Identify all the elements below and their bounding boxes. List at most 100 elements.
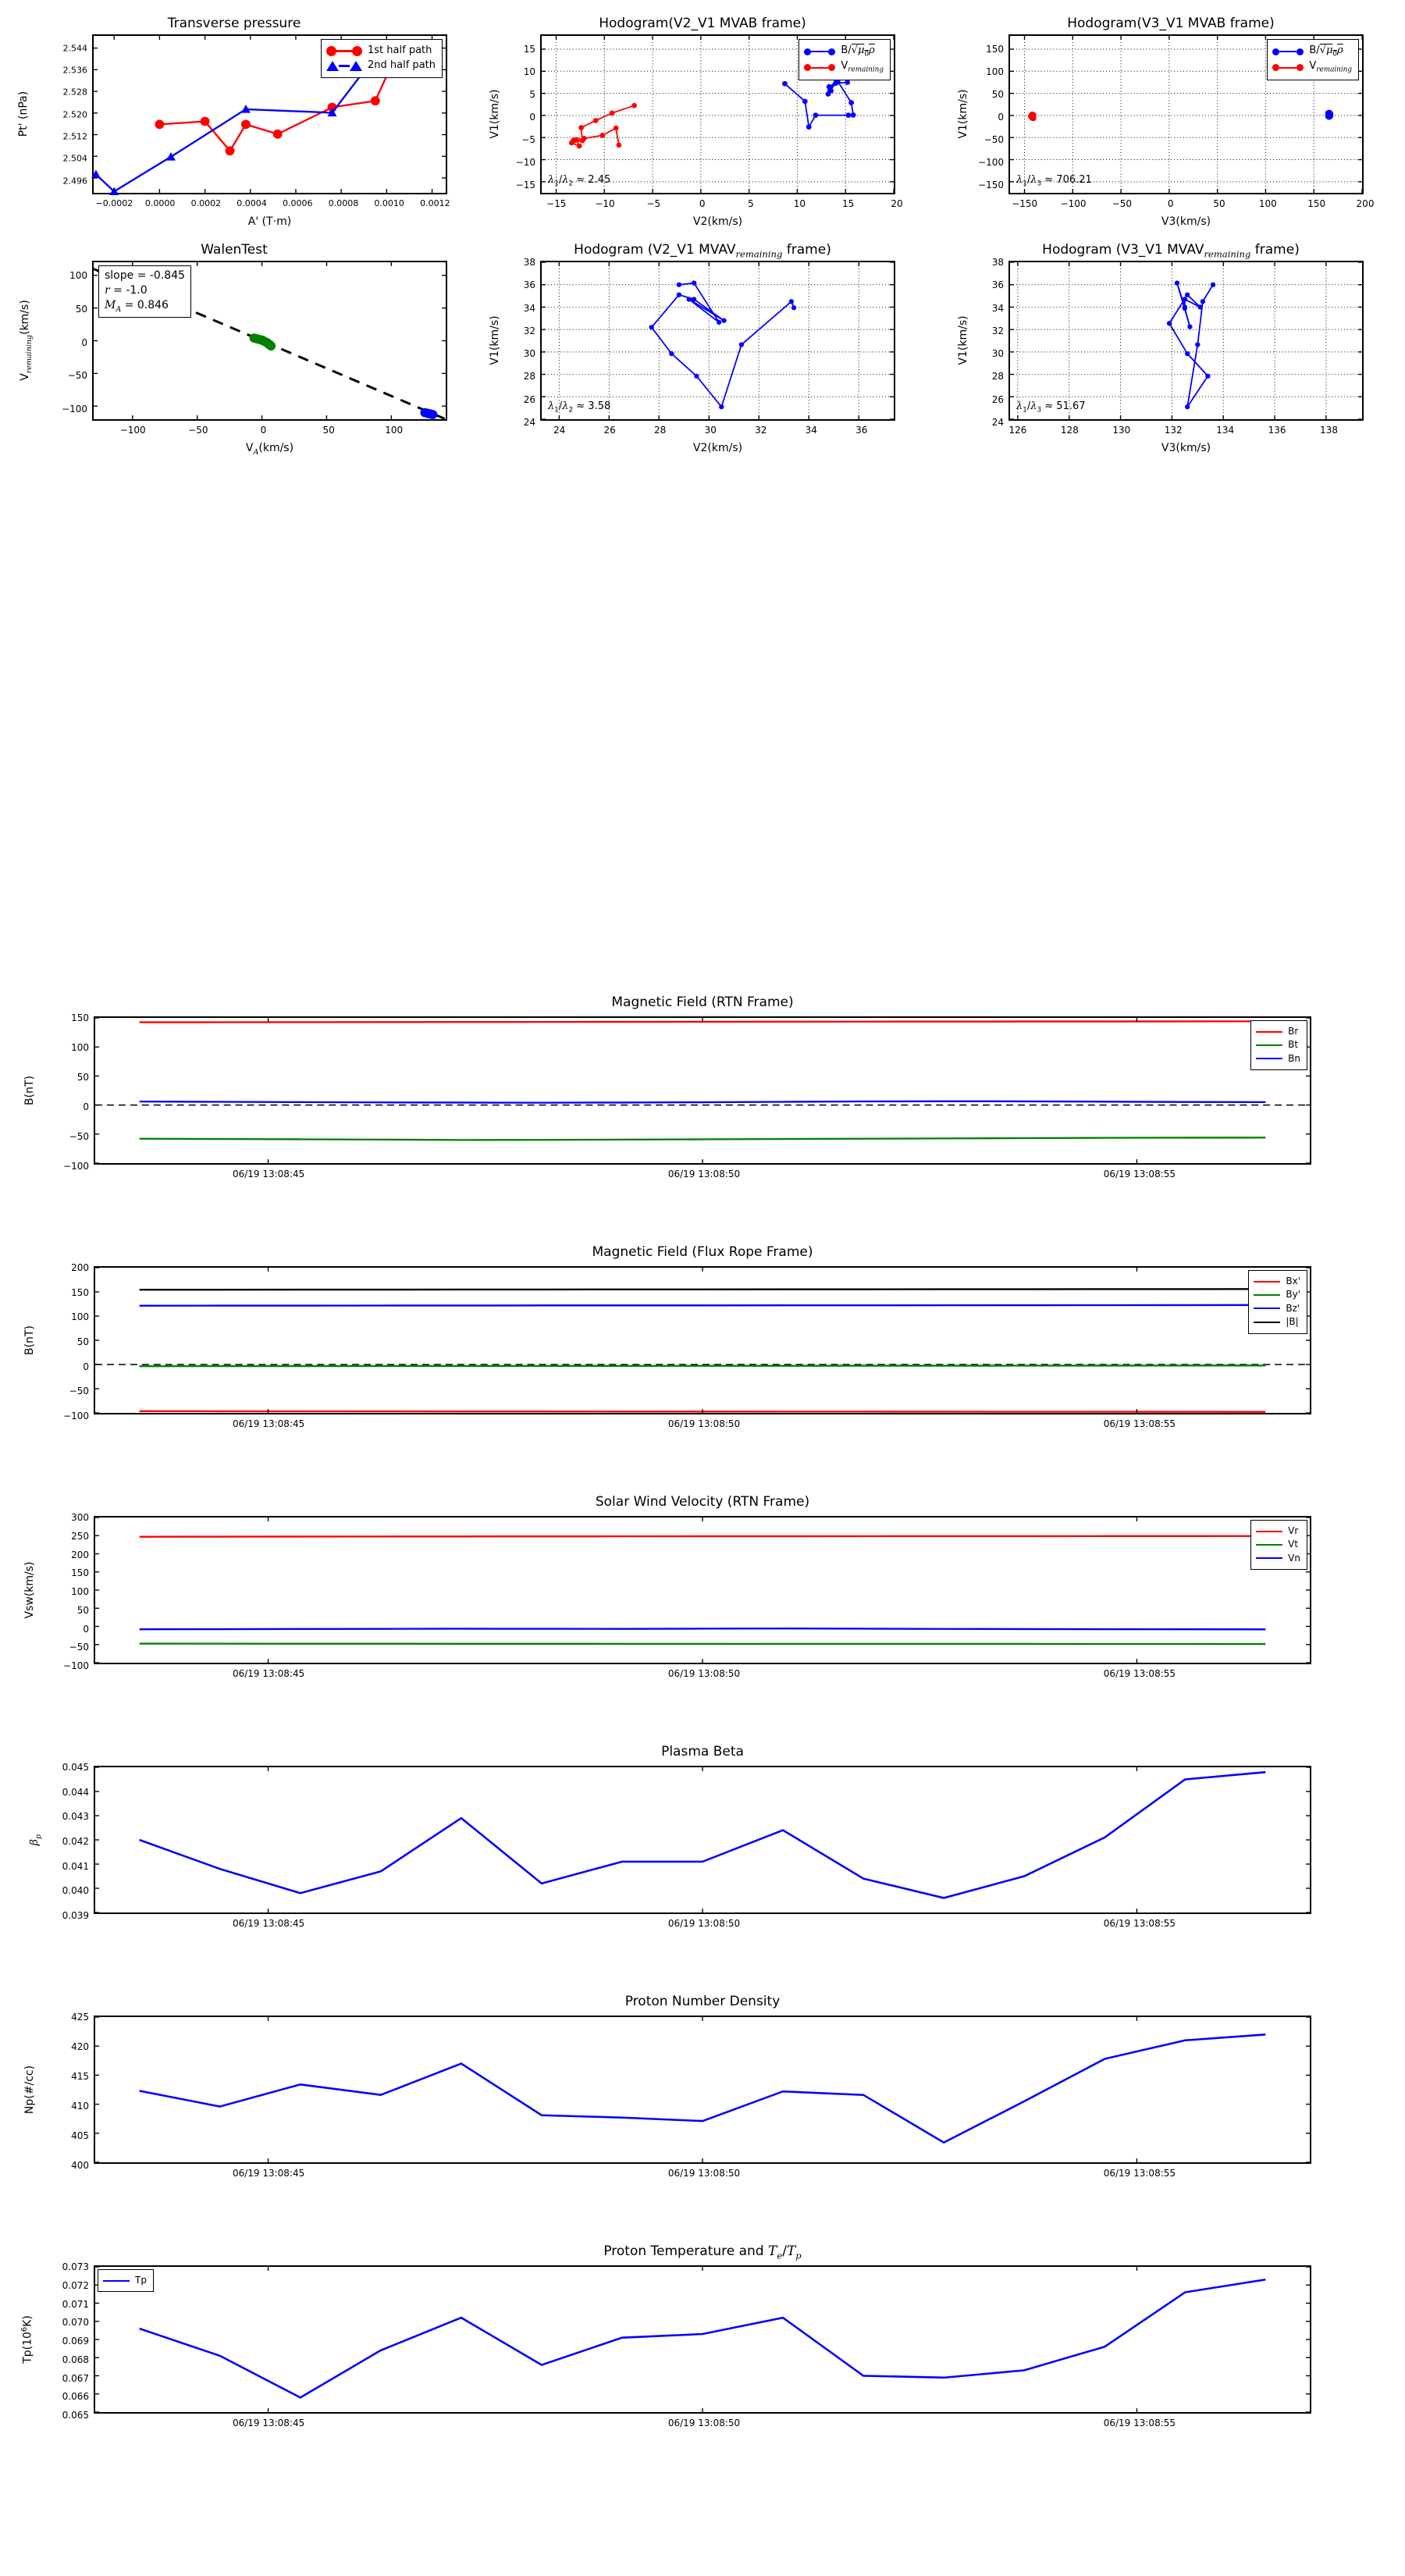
panel-title: Plasma Beta: [661, 1744, 744, 1759]
y-tick-label: 0.041: [62, 1860, 89, 1872]
legend-label: Br: [1288, 1026, 1299, 1037]
plot-area-plasma-beta: 0.039 0.040 0.041 0.042 0.043 0.044 0.045 06/19…: [62, 1762, 1311, 1929]
y-tick-label: 0.040: [62, 1885, 89, 1897]
x-tick-label: 15: [842, 198, 855, 209]
panel-magnetic-field-flux-rope: Magnetic Field (Flux Rope Frame) Bx' By'…: [0, 1226, 1405, 1464]
x-tick-label: 06/19 13:08:45: [232, 2418, 305, 2428]
y-tick-label: 32: [523, 325, 535, 336]
y-tick-label: 26: [523, 393, 535, 405]
x-tick-label: −50: [188, 425, 208, 436]
panel-plasma-beta: Plasma Beta 0.039 0.040 0.041 0.042 0.043 0.0…: [0, 1725, 1405, 1963]
x-tick-label: 0.0012: [420, 198, 450, 208]
x-tick-label: 06/19 13:08:50: [667, 2418, 741, 2428]
x-tick-label: 26: [603, 425, 616, 436]
x-tick-label: 0.0002: [190, 198, 222, 208]
y-tick-label: 50: [76, 1604, 89, 1616]
x-tick-label: 06/19 13:08:55: [1103, 1668, 1176, 1679]
plot-area-hodogram-v3v1-mvavr: λ1/λ3 ≈ 51.67 24 26 28 30 32 34 36 38 126 128 130 1…: [992, 257, 1364, 436]
plot-area-proton-number-density: 400 405 410 415 420 425 06/19 13:08:45 06/19 13…: [71, 2012, 1311, 2179]
x-tick-label: 06/19 13:08:45: [232, 1169, 305, 1179]
x-tick-label: 138: [1320, 425, 1338, 436]
legend-marker-circle: [326, 45, 363, 56]
panel-transverse-pressure: Transverse pressure 1st half path 2nd ha…: [0, 0, 468, 228]
y-tick-label: 0.069: [62, 2336, 89, 2347]
legend-item: B/√μ0ρ: [804, 44, 884, 59]
y-tick-label: −50: [69, 1131, 89, 1142]
y-tick-label: 0.072: [62, 2279, 89, 2291]
legend-label: B/√μ0ρ: [1309, 44, 1343, 59]
legend-magnetic-field-rtn: Br Bt Bn: [1250, 1020, 1307, 1071]
y-tick-label: 15: [523, 44, 535, 55]
y-tick-label: −100: [63, 1660, 89, 1671]
x-tick-label: 06/19 13:08:55: [1103, 2418, 1176, 2428]
legend-label: Vremaining: [1309, 60, 1352, 74]
x-tick-label: 50: [322, 425, 335, 436]
x-tick-label: 06/19 13:08:55: [1103, 1169, 1176, 1179]
y-tick-label: 0.067: [62, 2372, 89, 2384]
legend-label: Vt: [1288, 1539, 1299, 1550]
x-tick-label: 134: [1216, 425, 1235, 436]
y-tick-label: 0.070: [62, 2317, 89, 2329]
panel-hodogram-v3v1-mvab: Hodogram(V3_V1 MVAB frame) B/√μ0ρ Vremai…: [937, 0, 1405, 228]
panel-title: WalenTest: [201, 242, 268, 258]
y-tick-label: 0: [529, 111, 535, 123]
x-tick-label: 06/19 13:08:50: [667, 1668, 741, 1679]
y-tick-label: 50: [991, 89, 1004, 101]
y-tick-label: 34: [991, 302, 1004, 314]
x-tick-label: 50: [1213, 198, 1225, 209]
x-axis-label: V2(km/s): [692, 215, 743, 228]
panel-title: Hodogram (V2_V1 MVAVremaining frame): [574, 242, 831, 260]
y-tick-label: 150: [986, 44, 1004, 55]
y-tick-label: 200: [71, 1549, 89, 1560]
y-tick-label: 34: [523, 302, 535, 314]
legend-item: Vremaining: [804, 59, 884, 75]
y-tick-label: 0.071: [62, 2298, 89, 2310]
x-tick-label: 10: [793, 198, 806, 209]
legend-marker-line-dot: [804, 64, 836, 72]
panel-title: Hodogram(V2_V1 MVAB frame): [599, 16, 806, 31]
x-axis-label: V3(km/s): [1161, 215, 1211, 228]
y-tick-label: 38: [991, 257, 1004, 268]
x-tick-label: 06/19 13:08:45: [232, 1418, 305, 1429]
panel-proton-temperature: Proton Temperature and Te/Tp Tp 0.065 0.0…: [0, 2225, 1405, 2475]
y-tick-label: 200: [71, 1262, 89, 1273]
y-tick-label: 0.044: [62, 1786, 89, 1798]
y-axis-label: V1(km/s): [957, 89, 969, 139]
x-tick-label: 06/19 13:08:50: [667, 1169, 741, 1179]
y-tick-label: 30: [523, 348, 535, 360]
x-tick-label: 132: [1164, 425, 1183, 436]
panel-title: Hodogram(V3_V1 MVAB frame): [1067, 16, 1275, 31]
panel-title: Hodogram (V3_V1 MVAVremaining frame): [1042, 242, 1300, 260]
y-tick-label: 420: [71, 2041, 89, 2052]
y-tick-label: 0.066: [62, 2391, 89, 2403]
legend-item: Vn: [1256, 1552, 1300, 1565]
x-tick-label: 06/19 13:08:55: [1103, 2168, 1176, 2179]
x-tick-label: 126: [1008, 425, 1027, 436]
x-tick-label: 0.0008: [328, 198, 359, 208]
panel-title: Magnetic Field (RTN Frame): [611, 994, 794, 1010]
y-axis-label: βp: [28, 1834, 43, 1846]
walen-stats-box: slope = -0.845 r = -1.0 MA = 0.846: [98, 265, 192, 318]
legend-item: Bx': [1254, 1275, 1300, 1288]
panel-hodogram-v2v1-mvavr: Hodogram (V2_V1 MVAVremaining frame) λ1/…: [468, 226, 937, 454]
y-tick-label: 425: [71, 2012, 89, 2023]
legend-label: Bx': [1286, 1276, 1300, 1286]
legend-label: Vn: [1288, 1552, 1300, 1564]
legend-item: B/√μ0ρ: [1272, 44, 1352, 59]
y-tick-label: 0.045: [62, 1762, 89, 1773]
y-tick-label: −100: [63, 1161, 89, 1172]
y-tick-label: 24: [523, 417, 535, 428]
x-tick-label: 20: [891, 198, 903, 209]
x-tick-label: 150: [1307, 198, 1326, 209]
walen-ma: MA = 0.846: [105, 298, 169, 314]
legend-label: Vremaining: [841, 60, 884, 74]
y-axis-label: V1(km/s): [957, 315, 969, 365]
y-tick-label: 50: [76, 1336, 89, 1347]
y-tick-label: −50: [69, 1386, 89, 1397]
y-tick-label: 28: [523, 371, 535, 382]
plot-area-magnetic-field-rtn: Br Bt Bn −100 −50 0 50 100 150 06/19 13:08:45 0…: [63, 1012, 1311, 1179]
y-tick-label: 415: [71, 2071, 89, 2082]
x-tick-label: 06/19 13:08:45: [232, 2168, 305, 2179]
x-tick-label: 06/19 13:08:55: [1103, 1918, 1176, 1929]
